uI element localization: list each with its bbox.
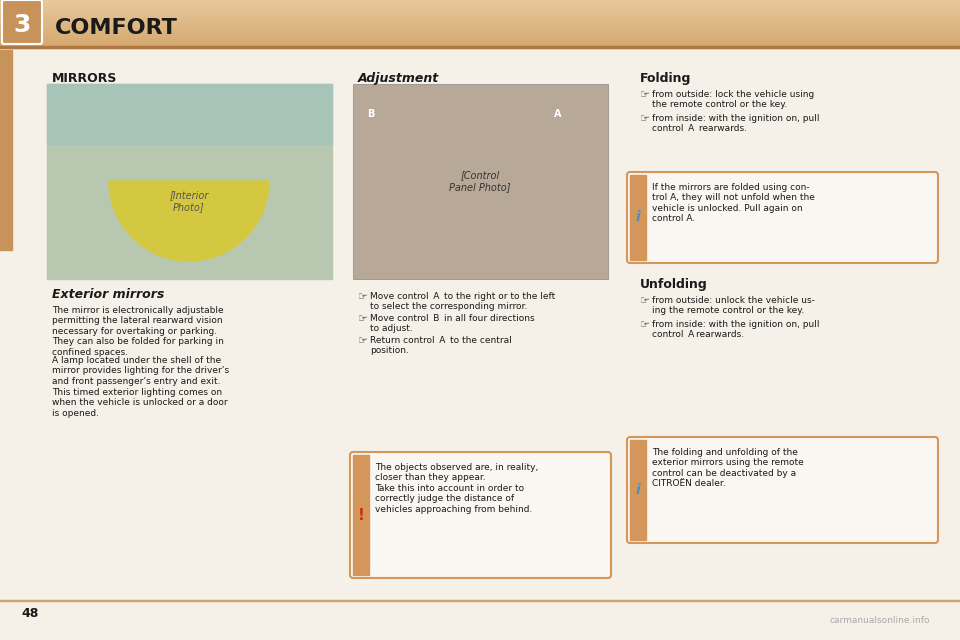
Text: A lamp located under the shell of the
mirror provides lighting for the driver’s
: A lamp located under the shell of the mi… [52,356,229,386]
Text: i: i [636,483,640,497]
Text: ☞: ☞ [640,90,650,100]
Text: [Interior
Photo]: [Interior Photo] [169,190,208,212]
Bar [0,600,960,601]
Bar [0,30,960,31]
FancyBboxPatch shape [627,172,938,263]
Bar [0,40,960,41]
Text: from outside: lock the vehicle using
the remote control or the key.: from outside: lock the vehicle using the… [652,90,814,109]
FancyBboxPatch shape [2,0,42,44]
Text: Move control  A  to the right or to the left
to select the corresponding mirror.: Move control A to the right or to the le… [370,292,555,312]
Bar [0,16,960,17]
Bar [0,1,960,2]
Bar [0,15,960,16]
Bar [0,17,960,18]
Text: Move control  B  in all four directions
to adjust.: Move control B in all four directions to… [370,314,535,333]
Bar [0,0,960,1]
Text: 3: 3 [13,13,31,37]
Bar [0,39,960,40]
Text: carmanualsonline.info: carmanualsonline.info [829,616,930,625]
Bar [0,13,960,14]
Text: B: B [368,109,374,119]
Bar [0,7,960,8]
Wedge shape [109,181,269,261]
Bar [0,50,12,250]
Bar [0,27,960,28]
Text: ☞: ☞ [358,336,368,346]
Text: [Control
Panel Photo]: [Control Panel Photo] [449,170,511,192]
Text: Return control  A  to the central
position.: Return control A to the central position… [370,336,512,355]
Bar [0,14,960,15]
Bar [47,84,332,144]
Text: Adjustment: Adjustment [358,72,440,85]
Bar [0,34,960,35]
Bar [0,25,960,26]
Bar [0,10,960,11]
Text: Exterior mirrors: Exterior mirrors [52,288,164,301]
Text: Folding: Folding [640,72,691,85]
Bar [0,11,960,12]
Text: i: i [636,210,640,224]
Text: ☞: ☞ [640,296,650,306]
Bar [0,47,960,48]
Bar [0,36,960,37]
Text: The mirror is electronically adjustable
permitting the lateral rearward vision
n: The mirror is electronically adjustable … [52,306,224,356]
Bar [353,455,369,575]
Text: 48: 48 [21,607,38,620]
Bar [0,46,960,47]
Text: If the mirrors are folded using con-
trol A, they will not unfold when the
vehic: If the mirrors are folded using con- tro… [652,183,815,223]
Bar [0,24,960,25]
Text: ☞: ☞ [358,314,368,324]
Bar [0,12,960,13]
FancyBboxPatch shape [47,84,332,279]
Bar [0,35,960,36]
Text: from outside: unlock the vehicle us-
ing the remote control or the key.: from outside: unlock the vehicle us- ing… [652,296,815,316]
Bar [0,18,960,19]
Bar [0,46,960,48]
Text: COMFORT: COMFORT [55,18,178,38]
Bar [0,21,960,22]
Bar [0,43,960,44]
Bar [0,4,960,5]
Bar [0,44,960,45]
Bar [0,26,960,27]
Text: A: A [554,109,562,119]
Bar [630,440,646,540]
Text: !: ! [357,508,365,522]
Bar [0,28,960,29]
Bar [0,32,960,33]
Text: Unfolding: Unfolding [640,278,708,291]
Text: MIRRORS: MIRRORS [52,72,117,85]
Text: from inside: with the ignition on, pull
control  A  rearwards.: from inside: with the ignition on, pull … [652,114,820,133]
FancyBboxPatch shape [353,84,608,279]
Bar [47,84,332,279]
FancyBboxPatch shape [627,437,938,543]
Bar [0,20,960,21]
Bar [0,37,960,38]
Bar [630,175,646,260]
Bar [0,5,960,6]
FancyBboxPatch shape [350,452,611,578]
Text: ☞: ☞ [640,320,650,330]
Bar [0,9,960,10]
Bar [0,42,960,43]
Bar [0,41,960,42]
Bar [0,23,960,24]
Text: from inside: with the ignition on, pull
control  A rearwards.: from inside: with the ignition on, pull … [652,320,820,339]
Bar [0,3,960,4]
Bar [0,38,960,39]
Bar [0,33,960,34]
Bar [0,31,960,32]
Bar [0,6,960,7]
Bar [0,8,960,9]
Bar [0,45,960,46]
Text: ☞: ☞ [640,114,650,124]
Text: The objects observed are, in reality,
closer than they appear.
Take this into ac: The objects observed are, in reality, cl… [375,463,539,513]
Bar [0,19,960,20]
Text: This timed exterior lighting comes on
when the vehicle is unlocked or a door
is : This timed exterior lighting comes on wh… [52,388,228,418]
Text: The folding and unfolding of the
exterior mirrors using the remote
control can b: The folding and unfolding of the exterio… [652,448,804,488]
Bar [0,29,960,30]
Bar [0,2,960,3]
Text: ☞: ☞ [358,292,368,302]
Bar [0,22,960,23]
